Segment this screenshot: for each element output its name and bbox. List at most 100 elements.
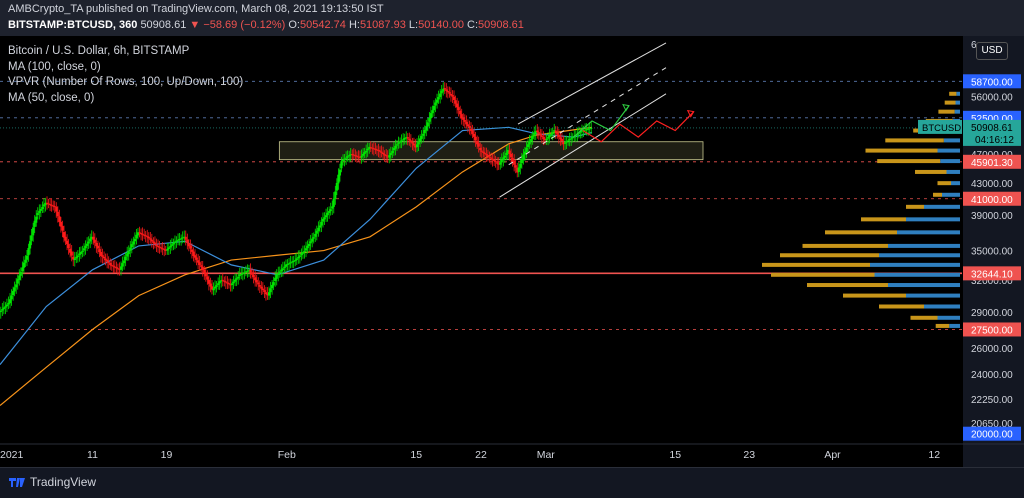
candle-body: [445, 89, 448, 92]
candle-body: [526, 144, 530, 148]
currency-button[interactable]: USD: [976, 42, 1008, 60]
candle-body: [493, 159, 496, 162]
green-scenario-path[interactable]: [573, 105, 630, 138]
candle-body: [35, 216, 38, 223]
candle-body: [226, 282, 229, 284]
channel-mid-line[interactable]: [508, 67, 667, 166]
legend-ma50[interactable]: MA (50, close, 0): [8, 91, 95, 104]
candle-body: [300, 253, 303, 256]
red-scenario-path[interactable]: [582, 111, 695, 143]
candle-body: [172, 242, 175, 245]
price-axis-background: [963, 36, 1024, 467]
candle-body: [499, 162, 502, 165]
candle-body: [488, 156, 491, 158]
candle-body: [161, 248, 164, 250]
candle-body: [554, 130, 557, 133]
candle-body: [221, 279, 224, 281]
candle-body: [109, 263, 112, 266]
candle-body: [238, 274, 241, 277]
candle-body: [534, 131, 537, 134]
candle-body: [440, 90, 443, 94]
legend-ma100[interactable]: MA (100, close, 0): [8, 60, 101, 73]
candle-body: [366, 148, 369, 151]
x-tick-label: 12: [928, 449, 940, 461]
ma100-line: [0, 126, 593, 406]
candle-body: [485, 154, 488, 156]
candle-body: [164, 249, 167, 251]
candle-body: [423, 130, 426, 134]
candle-body: [346, 156, 349, 158]
y-tick-label: 32000.00: [971, 276, 1013, 287]
vpvr-up-bar: [870, 262, 960, 267]
candle-body: [548, 135, 551, 138]
candle-body: [184, 236, 187, 240]
price-label-box: [963, 74, 1021, 89]
candle-body: [93, 239, 96, 243]
candle-body: [411, 142, 414, 144]
price-label-box: [963, 154, 1021, 169]
candle-body: [361, 153, 365, 156]
candle-body: [326, 212, 329, 216]
x-tick-label: Feb: [278, 449, 296, 461]
candle-body: [425, 126, 428, 131]
candle-body: [156, 245, 160, 247]
candle-body: [241, 273, 244, 275]
candle-body: [570, 138, 573, 140]
candle-body: [227, 283, 231, 285]
candle-body: [258, 285, 261, 287]
candle-body: [67, 244, 70, 249]
candle-body: [567, 140, 570, 142]
candle-body: [320, 221, 323, 226]
candle-body: [559, 137, 562, 140]
candle-body: [402, 139, 405, 141]
candle-body: [119, 266, 123, 270]
candle-body: [585, 129, 588, 131]
candle-body: [497, 163, 500, 165]
vpvr-down-bar: [825, 230, 897, 235]
channel-upper-line[interactable]: [517, 42, 667, 125]
candle-body: [65, 240, 69, 245]
candle-body: [79, 251, 83, 254]
candle-body: [152, 241, 155, 243]
vpvr-down-bar: [937, 181, 951, 186]
candle-body: [192, 251, 195, 257]
candle-body: [186, 239, 189, 243]
candle-body: [261, 288, 264, 291]
candle-body: [7, 302, 10, 305]
candle-body: [348, 155, 351, 157]
candle-body: [22, 262, 25, 268]
symbol-tag-box: [918, 119, 962, 134]
channel-lower-line[interactable]: [499, 93, 667, 198]
candle-body: [110, 264, 113, 266]
legend-vpvr[interactable]: VPVR (Number Of Rows, 100, Up/Down, 100): [8, 76, 244, 88]
candle-body: [395, 144, 399, 146]
candle-body: [189, 245, 192, 249]
candle-body: [308, 243, 311, 247]
candle-body: [496, 162, 499, 164]
candle-body: [550, 134, 553, 136]
candle-body: [303, 250, 306, 253]
candle-body: [389, 152, 392, 156]
candle-body: [81, 250, 84, 252]
candle-body: [167, 247, 170, 249]
candle-body: [206, 276, 209, 280]
x-tick-label: 2021: [0, 449, 24, 461]
candle-body: [439, 93, 442, 98]
candle-body: [539, 133, 542, 136]
candle-body: [403, 137, 406, 140]
candle-body: [92, 236, 95, 240]
price-label-box: [963, 426, 1021, 441]
tradingview-logo[interactable]: TradingView: [8, 475, 96, 489]
x-tick-label: 23: [743, 449, 755, 461]
candle-body: [132, 241, 135, 245]
candle-body: [143, 234, 146, 236]
candle-body: [170, 244, 173, 246]
candle-body: [59, 221, 62, 227]
price-chart[interactable]: 20650.00 22250.00 24000.00 26000.00 29000.00…: [0, 36, 1024, 467]
candle-body: [509, 153, 513, 158]
candle-body: [474, 136, 477, 141]
candle-body: [230, 283, 234, 286]
vpvr-up-bar: [924, 304, 960, 309]
candle-body: [98, 249, 101, 253]
candle-body: [530, 139, 533, 142]
